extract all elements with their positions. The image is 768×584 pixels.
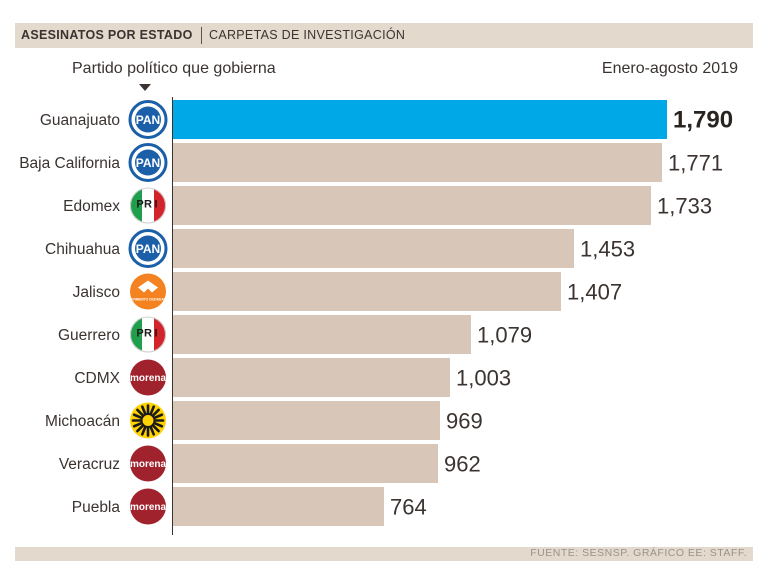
state-label: Edomex	[63, 198, 120, 215]
bar-michoac-n	[173, 401, 440, 440]
morena-logo-icon: morena	[130, 488, 167, 525]
value-label: 764	[390, 495, 427, 520]
pan-logo-icon: PAN	[128, 143, 168, 182]
value-label: 969	[446, 409, 483, 434]
bar-puebla	[173, 487, 384, 526]
bar-chihuahua	[173, 229, 574, 268]
bar-guerrero	[173, 315, 471, 354]
value-label: 1,003	[456, 366, 511, 391]
value-label: 962	[444, 452, 481, 477]
svg-text:PAN: PAN	[136, 113, 160, 127]
bar-veracruz	[173, 444, 438, 483]
svg-text:morena: morena	[130, 373, 167, 384]
svg-text:P: P	[136, 199, 143, 211]
period-label: Enero-agosto 2019	[601, 60, 738, 77]
party-caption: Partido político que gobierna	[72, 60, 276, 77]
value-label: 1,733	[657, 194, 712, 219]
header-separator	[201, 27, 202, 44]
state-label: Michoacán	[45, 413, 120, 430]
state-label: Jalisco	[73, 284, 120, 301]
svg-text:PAN: PAN	[136, 156, 160, 170]
value-label: 1,790	[673, 107, 733, 134]
footer-bar: FUENTE: SESNSP. GRÁFICO EE: STAFF.	[15, 547, 753, 561]
bar-baja-california	[173, 143, 662, 182]
movimiento-ciudadano-logo-icon: MOVIMIENTO CIUDADANO	[128, 273, 169, 310]
svg-text:I: I	[154, 199, 157, 211]
pan-logo-icon: PAN	[128, 229, 168, 268]
y-axis-line	[172, 97, 173, 535]
pan-logo-icon: PAN	[128, 100, 168, 139]
morena-logo-icon: morena	[130, 445, 167, 482]
prd-logo-icon	[130, 402, 166, 439]
svg-text:morena: morena	[130, 502, 167, 513]
state-label: Puebla	[72, 499, 121, 516]
value-label: 1,771	[668, 151, 723, 176]
state-label: CDMX	[74, 370, 120, 387]
chart-subtitle: CARPETAS DE INVESTIGACIÓN	[209, 28, 406, 42]
state-label: Chihuahua	[45, 241, 120, 258]
svg-text:PAN: PAN	[136, 242, 160, 256]
svg-text:I: I	[154, 328, 157, 340]
svg-text:MOVIMIENTO CIUDADANO: MOVIMIENTO CIUDADANO	[128, 298, 169, 302]
header-bar: ASESINATOS POR ESTADO CARPETAS DE INVEST…	[15, 23, 753, 48]
svg-text:morena: morena	[130, 459, 167, 470]
svg-text:R: R	[144, 199, 152, 211]
chart-title: ASESINATOS POR ESTADO	[21, 28, 193, 42]
state-label: Guanajuato	[40, 112, 120, 129]
svg-text:R: R	[144, 328, 152, 340]
bar-cdmx	[173, 358, 450, 397]
caption-arrow-icon	[139, 84, 151, 91]
value-label: 1,407	[567, 280, 622, 305]
bar-edomex	[173, 186, 651, 225]
state-label: Veracruz	[59, 456, 120, 473]
bar-jalisco	[173, 272, 561, 311]
morena-logo-icon: morena	[130, 359, 167, 396]
state-label: Baja California	[19, 155, 120, 172]
source-credit: FUENTE: SESNSP. GRÁFICO EE: STAFF.	[530, 547, 747, 559]
state-label: Guerrero	[58, 327, 120, 344]
svg-text:P: P	[136, 328, 143, 340]
bar-guanajuato	[173, 100, 667, 139]
value-label: 1,079	[477, 323, 532, 348]
value-label: 1,453	[580, 237, 635, 262]
